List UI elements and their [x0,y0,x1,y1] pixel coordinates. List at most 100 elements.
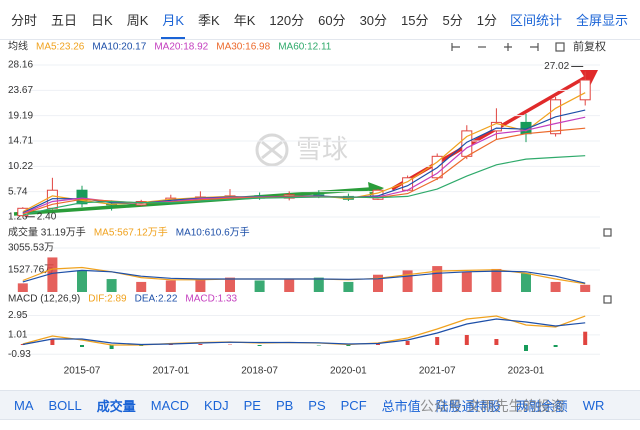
volume-bar [17,283,28,292]
indicator-tab[interactable]: PCF [340,397,367,413]
x-tick-label: 2020-01 [330,366,367,377]
series-line [22,116,586,214]
candle-body [490,121,502,132]
candle-body [579,79,591,101]
period-tab[interactable]: 分时 [11,13,38,28]
indicator-tab[interactable]: WR [582,397,605,413]
indicator-tab[interactable]: 两融余额 [515,398,568,414]
volume-bar [402,270,413,292]
volume-bar [77,270,87,292]
period-tab[interactable]: 季K [198,13,220,28]
y-tick-label: 5.74 [8,186,28,197]
macd-bar [405,341,410,345]
fullscreen[interactable]: 全屏显示 [575,13,628,28]
series-line [22,155,586,216]
x-tick-label: 2023-01 [508,366,545,377]
period-tab[interactable]: 年K [233,13,256,28]
volume-bar [225,277,235,292]
y-tick-label: 1527.76万 [8,265,54,276]
volume-bar [521,273,531,292]
indicator-tab[interactable]: PS [308,397,326,413]
x-tick-label: 2018-07 [241,366,278,377]
macd-bar [80,345,84,347]
indicator-tab[interactable]: MA [14,397,34,413]
range-stats[interactable]: 区间统计 [509,13,562,28]
period-tab[interactable]: 120分 [269,13,305,28]
y-tick-label: 23.67 [8,85,33,96]
legend-entry: MA10:20.17 [92,42,146,53]
macd-bar [464,335,469,345]
indicator-tab[interactable]: BOLL [48,397,82,413]
y-tick-label: 10.22 [8,161,33,172]
y-tick-label: 1.01 [8,330,28,341]
high-label: 27.02 [544,61,569,72]
legend-entry: DIF:2.89 [88,294,127,305]
period-tab[interactable]: 日K [91,13,113,28]
y-tick-label: 3055.53万 [8,243,54,254]
toolbar-icons [451,42,612,304]
volume-bar [432,266,443,292]
volume-bar [284,279,295,292]
period-tab[interactable]: 1分 [476,13,497,28]
volume-bar [343,281,354,292]
x-tick-label: 2021-07 [419,366,456,377]
period-tab[interactable]: 30分 [359,13,388,28]
volume-bar [580,284,591,292]
low-label: 2.40 [37,211,57,222]
legend-entry: MA5:23.26 [36,42,85,53]
logo-watermark: 雪球 [255,133,348,167]
indicator-tab[interactable]: 总市值 [381,398,421,414]
volume-bar [106,279,117,292]
macd-bar [346,345,351,346]
indicator-tab[interactable]: 成交量 [96,398,136,414]
volume-bar [550,281,561,292]
period-tabs: 分时 五日 日K 周K 月K 季K 年K 120分 60分 30分 15分 5分 1分 [0,0,498,39]
candle-body [76,189,88,205]
adjust-mode[interactable]: 前复权 [573,39,606,53]
volume-bar [136,281,147,292]
volume-bar [491,268,502,292]
indicator-tab[interactable]: KDJ [204,397,229,413]
legend-entry: MACD (12,26,9) [8,294,80,305]
y-tick-label: -0.93 [8,349,31,360]
macd-bar [257,345,262,346]
indicator-tab[interactable]: MACD [150,397,190,413]
indicator-tab[interactable]: PB [275,397,294,413]
volume-bar [373,274,383,292]
x-tick-label: 2015-07 [64,366,101,377]
macd-bar [435,337,440,345]
y-tick-label: 19.19 [8,110,33,121]
volume-bar [47,257,58,292]
period-tab[interactable]: 五日 [51,13,78,28]
period-tab[interactable]: 月K [161,0,186,39]
legend-entry: MA30:16.98 [216,42,270,53]
logo-text: 雪球 [296,134,348,164]
x-tick-label: 2017-01 [152,366,189,377]
y-tick-label: 28.16 [8,60,33,71]
period-tab[interactable]: 15分 [401,13,429,28]
y-tick-label: 1.26 [8,212,28,223]
macd-bar [494,339,499,345]
indicator-bar: MA BOLL 成交量 MACD KDJ PE PB PS PCF 总市值 陆股通持股 两融余额 WR [0,390,640,420]
period-tab[interactable]: 周K [126,13,149,28]
period-tab[interactable]: 5分 [442,13,463,28]
indicator-tab[interactable]: PE [243,397,261,413]
legend-entry: 成交量 31.19万手 [8,226,86,239]
indicator-tab[interactable]: 陆股通持股 [435,398,501,414]
period-tab[interactable]: 60分 [318,13,346,28]
legend-entry: MA60:12.11 [278,42,332,53]
watermark: 公众号·文雨先生的投资 [420,398,565,414]
series-line [22,318,586,346]
legend-entry: MA5:567.12万手 [94,226,168,239]
macd-bar [524,345,528,351]
series-line [22,269,586,284]
volume-bar [313,277,324,292]
macd-bar [583,331,588,345]
volume-bar [195,279,206,292]
legend-entry: MA10:610.6万手 [176,226,250,239]
macd-bar [109,345,114,349]
legend-entry: MACD:1.33 [185,294,237,305]
y-tick-label: 2.95 [8,310,28,321]
y-tick-label: 14.71 [8,136,33,147]
